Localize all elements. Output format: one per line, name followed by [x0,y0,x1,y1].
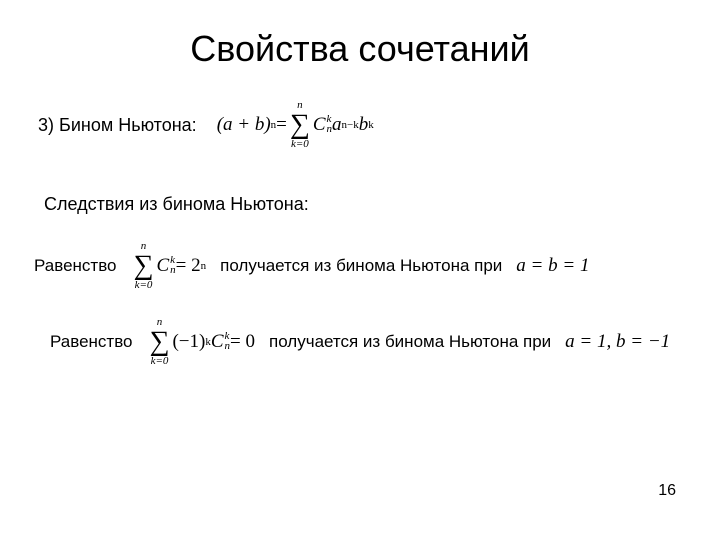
item3-label: 3) Бином Ньютона: [38,115,197,136]
slide: Свойства сочетаний 3) Бином Ньютона: (a … [0,0,720,540]
row2-formula: n ∑ k=0 (−1)k Ckn = 0 [147,317,256,367]
C: C [211,331,224,353]
row2-text: получается из бинома Ньютона при [269,332,551,352]
sum-bottom: k=0 [151,356,169,367]
corollary-heading: Следствия из бинома Ньютона: [44,194,690,215]
page-number: 16 [658,482,676,500]
row1-label: Равенство [34,256,117,276]
corollary-row-1: Равенство n ∑ k=0 Ckn = 2n получается из… [34,241,690,291]
sum-symbol: n ∑ k=0 [290,100,310,150]
row2-condition: a = 1, b = −1 [565,331,670,353]
binom-formula: (a + b)n = n ∑ k=0 Ckn an−k bk [217,100,374,150]
eq: = 2 [176,255,201,277]
sigma-icon: ∑ [150,328,170,356]
sigma-icon: ∑ [134,252,154,280]
sigma-icon: ∑ [290,111,310,139]
sum-symbol: n ∑ k=0 [134,241,154,291]
sum-symbol: n ∑ k=0 [150,317,170,367]
corollary-row-2: Равенство n ∑ k=0 (−1)k Ckn = 0 получает… [50,317,690,367]
row1-formula: n ∑ k=0 Ckn = 2n [131,241,207,291]
eq: = 0 [230,331,255,353]
sum-bottom: k=0 [135,280,153,291]
a: a [332,114,342,136]
row1-text: получается из бинома Ньютона при [220,256,502,276]
b: b [359,114,369,136]
binom-line: 3) Бином Ньютона: (a + b)n = n ∑ k=0 Ckn… [38,100,690,150]
row2-label: Равенство [50,332,133,352]
factor: (−1) [172,331,205,353]
sum-bottom: k=0 [291,139,309,150]
row1-condition: a = b = 1 [516,255,589,277]
C: C [313,114,326,136]
C: C [156,255,169,277]
eq1: = [276,114,287,136]
lhs-base: (a + b) [217,114,271,136]
page-title: Свойства сочетаний [30,28,690,70]
